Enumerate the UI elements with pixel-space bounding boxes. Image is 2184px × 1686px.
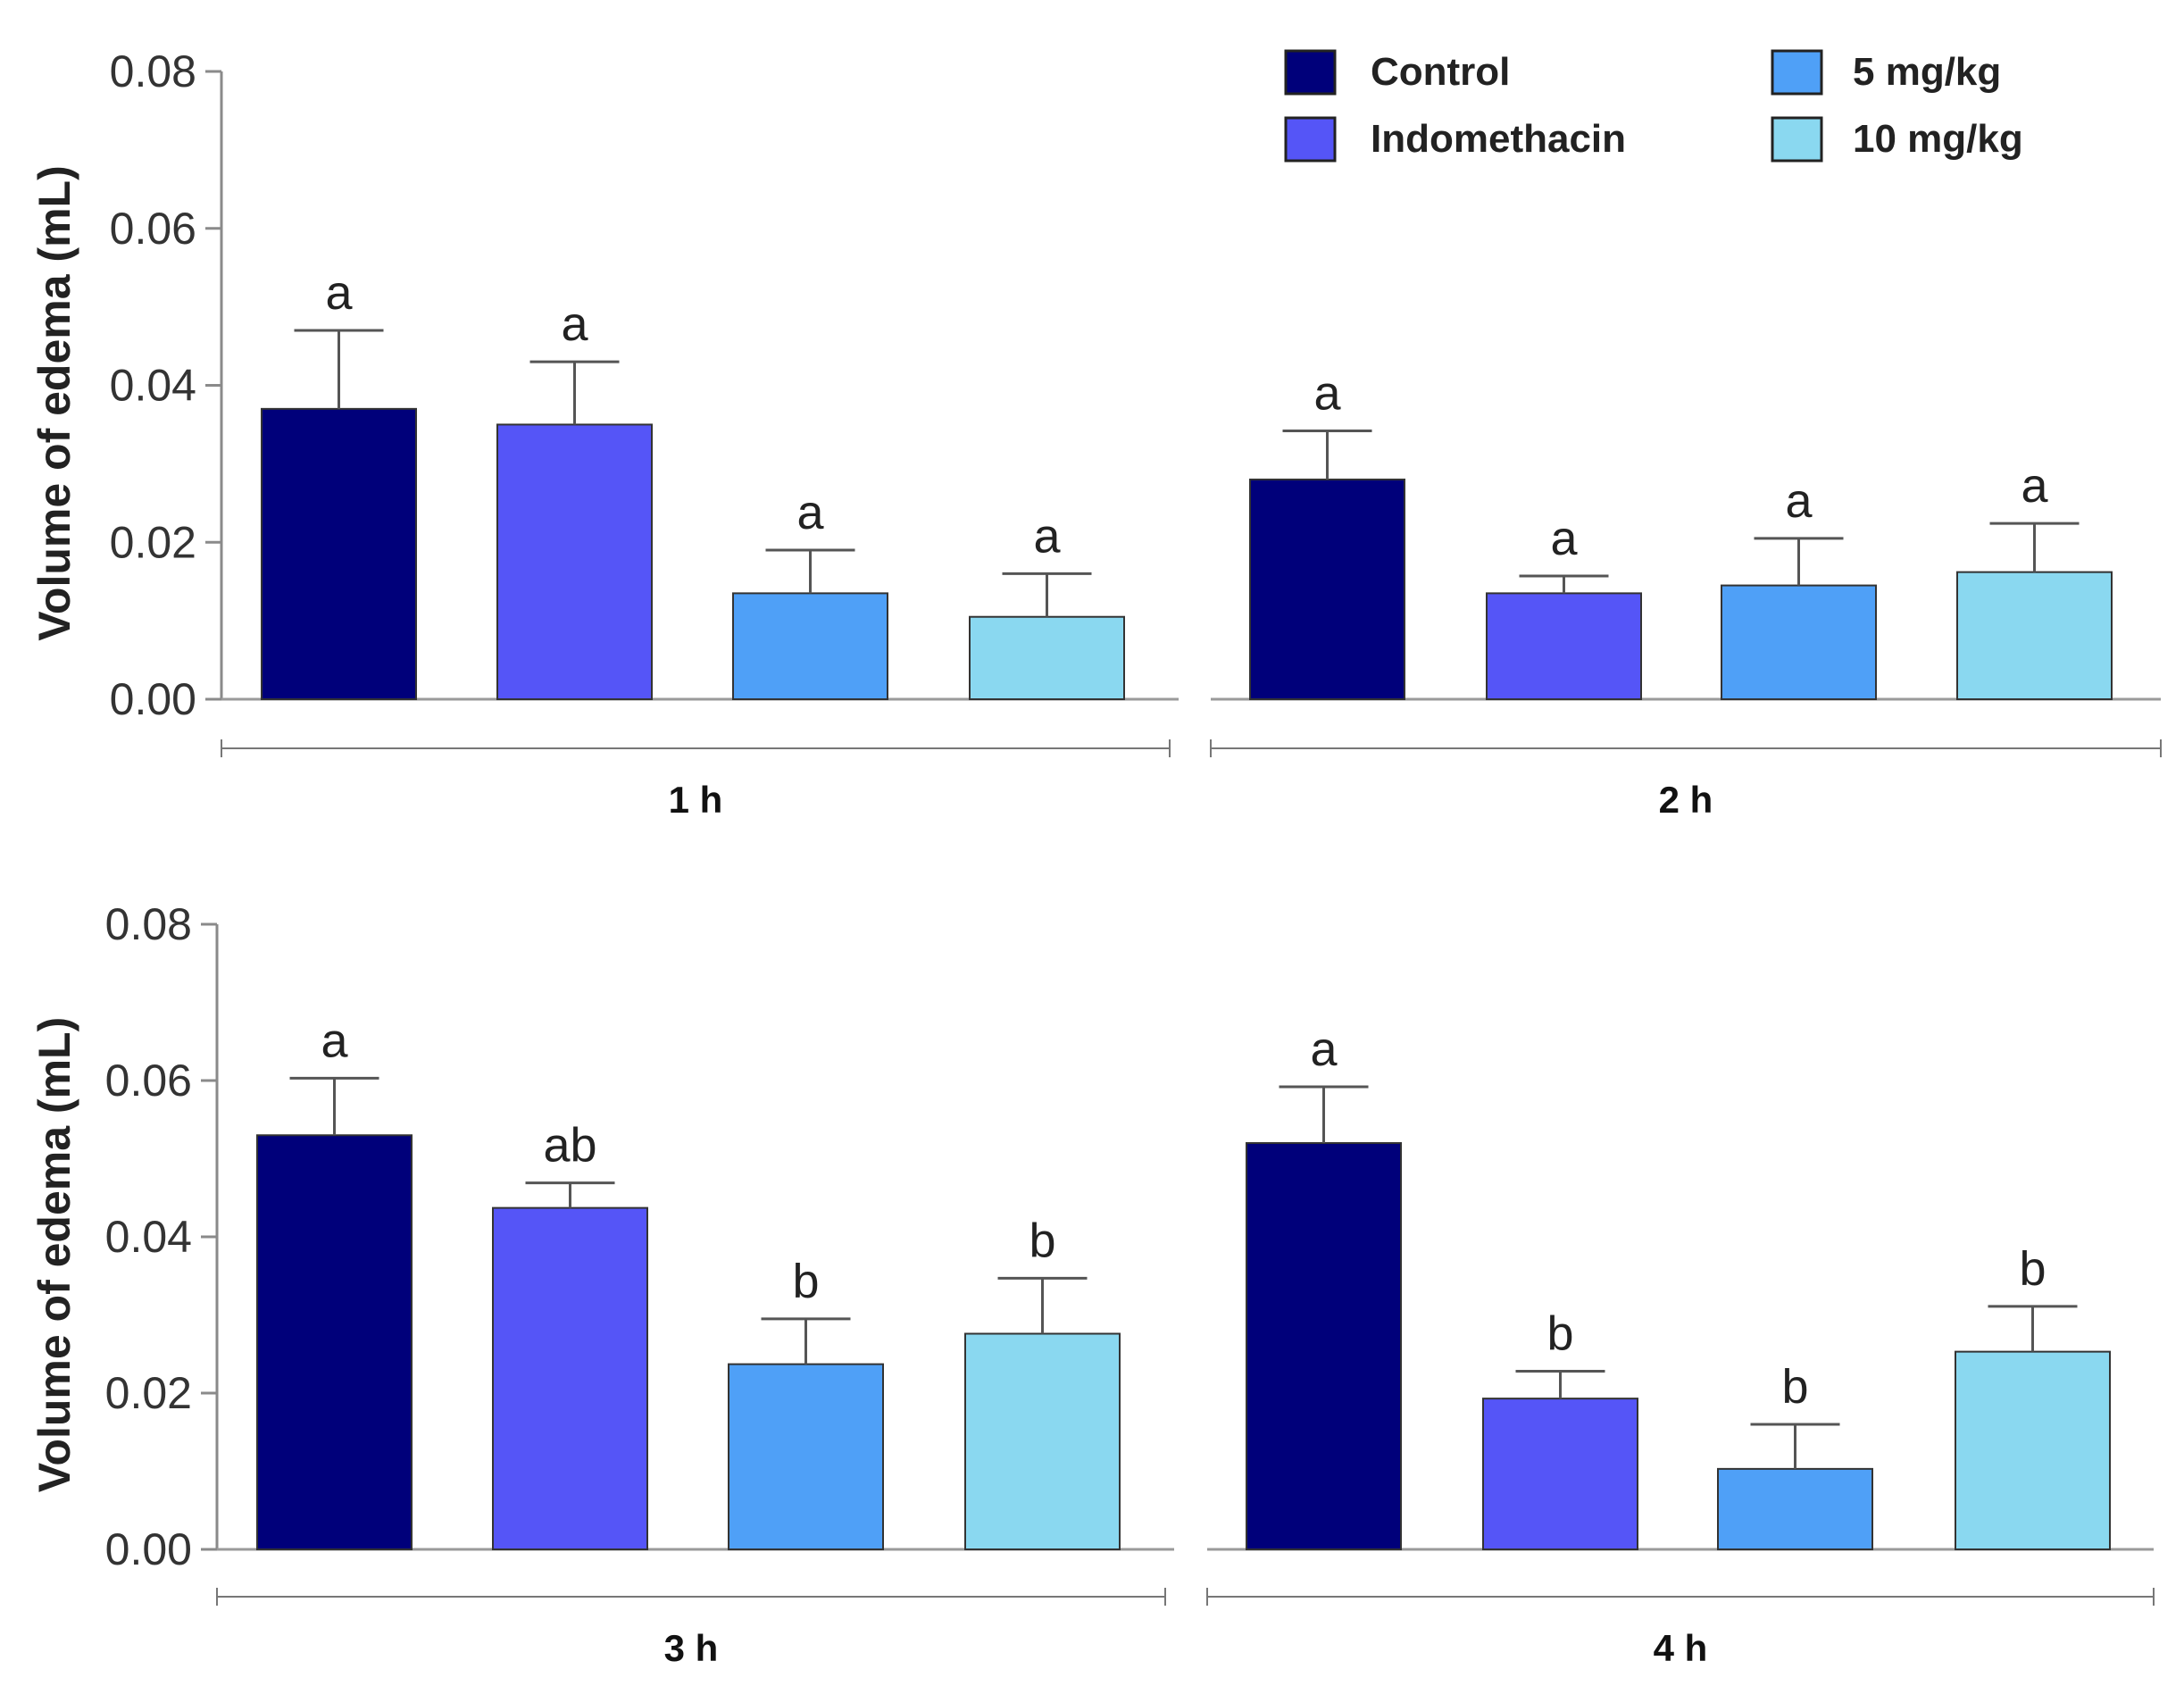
significance-letter: a [2021, 459, 2048, 513]
y-axis-title: Volume of edema (mL) [29, 165, 79, 640]
bar-1h-indomethacin [496, 423, 653, 700]
significance-letter: a [561, 297, 588, 351]
legend-label-10-mg-kg: 10 mg/kg [1853, 117, 2023, 161]
legend-label-control: Control [1371, 50, 1510, 94]
legend-label-5-mg-kg: 5 mg/kg [1853, 50, 2001, 94]
bar-3h-5-mg-kg [728, 1363, 884, 1550]
significance-letter: ab [543, 1119, 596, 1173]
y-tick-label: 0.04 [105, 1212, 192, 1262]
bar-4h-indomethacin [1482, 1398, 1638, 1550]
bar-1h-5-mg-kg [732, 592, 888, 701]
legend-label-indomethacin: Indomethacin [1371, 117, 1626, 161]
y-tick-label: 0.06 [110, 204, 196, 254]
significance-letter: a [325, 266, 353, 320]
y-tick-label: 0.00 [110, 674, 196, 724]
bar-1h-control [261, 407, 417, 700]
bar-1h-10-mg-kg [969, 615, 1125, 701]
y-tick-label: 0.02 [105, 1368, 192, 1418]
group-label-1h: 1 h [669, 779, 723, 821]
significance-letter: b [1029, 1214, 1055, 1267]
significance-letter: a [321, 1014, 348, 1067]
y-axis-title: Volume of edema (mL) [29, 1017, 79, 1492]
group-label-2h: 2 h [1659, 779, 1713, 821]
y-tick-label: 0.02 [110, 517, 196, 567]
y-tick-label: 0.08 [105, 899, 192, 949]
bar-3h-control [256, 1134, 413, 1550]
group-label-4h: 4 h [1654, 1627, 1708, 1669]
bar-4h-10-mg-kg [1955, 1350, 2111, 1550]
bar-4h-control [1246, 1142, 1402, 1550]
bar-2h-control [1249, 478, 1405, 701]
bar-3h-10-mg-kg [964, 1332, 1121, 1550]
legend-swatch-5-mg-kg [1771, 49, 1823, 96]
group-label-3h: 3 h [664, 1627, 719, 1669]
y-tick-label: 0.00 [105, 1524, 192, 1574]
bar-2h-indomethacin [1486, 592, 1642, 701]
y-tick-label: 0.06 [105, 1056, 192, 1106]
significance-letter: b [1546, 1307, 1573, 1361]
significance-letter: b [2019, 1242, 2046, 1296]
bar-2h-5-mg-kg [1721, 584, 1877, 700]
legend-swatch-10-mg-kg [1771, 116, 1823, 163]
significance-letter: b [792, 1255, 819, 1308]
legend-swatch-indomethacin [1284, 116, 1337, 163]
significance-letter: a [1310, 1022, 1338, 1076]
y-tick-label: 0.08 [110, 46, 196, 96]
significance-letter: a [1313, 366, 1341, 420]
bar-3h-indomethacin [492, 1206, 648, 1550]
significance-letter: a [1785, 474, 1813, 528]
significance-letter: b [1781, 1360, 1808, 1414]
bar-2h-10-mg-kg [1956, 571, 2113, 701]
significance-letter: a [1033, 509, 1061, 563]
legend-swatch-control [1284, 49, 1337, 96]
significance-letter: a [1550, 512, 1578, 565]
y-tick-label: 0.04 [110, 361, 196, 411]
bar-4h-5-mg-kg [1717, 1467, 1873, 1550]
significance-letter: a [796, 486, 824, 539]
